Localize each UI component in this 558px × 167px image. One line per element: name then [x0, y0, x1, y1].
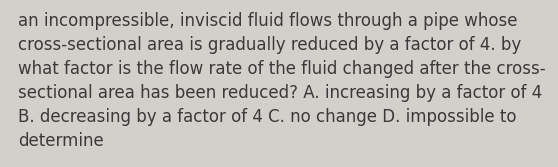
- Text: B. decreasing by a factor of 4 C. no change D. impossible to: B. decreasing by a factor of 4 C. no cha…: [18, 108, 517, 126]
- Text: what factor is the flow rate of the fluid changed after the cross-: what factor is the flow rate of the flui…: [18, 60, 546, 78]
- Text: determine: determine: [18, 132, 104, 150]
- Text: an incompressible, inviscid fluid flows through a pipe whose: an incompressible, inviscid fluid flows …: [18, 12, 517, 30]
- Text: cross-sectional area is gradually reduced by a factor of 4. by: cross-sectional area is gradually reduce…: [18, 36, 521, 54]
- Text: sectional area has been reduced? A. increasing by a factor of 4: sectional area has been reduced? A. incr…: [18, 84, 542, 102]
